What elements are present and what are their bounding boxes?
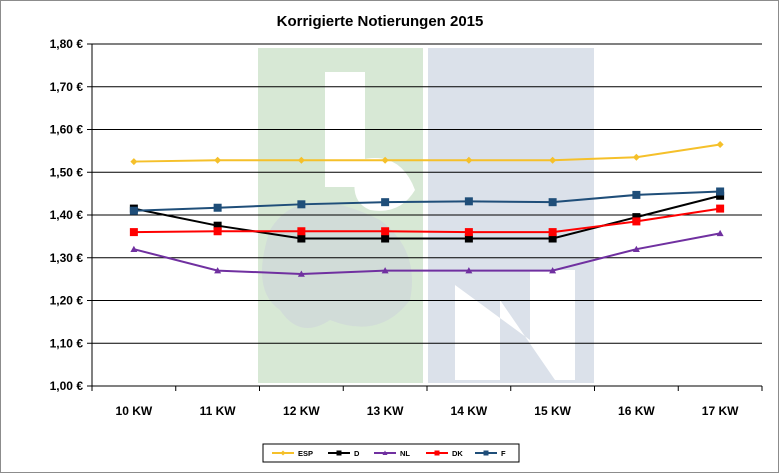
data-point <box>213 203 222 212</box>
data-point <box>130 158 138 166</box>
y-tick-label: 1,80 € <box>50 37 84 51</box>
y-tick-label: 1,60 € <box>50 123 84 137</box>
x-tick-label: 12 KW <box>283 404 320 418</box>
data-point <box>213 227 222 236</box>
legend-label: NL <box>400 449 410 458</box>
data-point <box>464 234 473 243</box>
series-line <box>133 194 721 240</box>
series-f <box>129 187 725 215</box>
data-point <box>716 140 724 148</box>
data-point <box>716 204 725 213</box>
data-point <box>297 227 306 236</box>
data-point <box>632 190 641 199</box>
data-point <box>297 270 305 277</box>
x-axis-tick-labels: 10 KW 11 KW 12 KW 13 KW 14 KW 15 KW 16 KW 17 KW <box>116 404 740 418</box>
data-point <box>632 245 640 252</box>
data-point <box>129 206 138 215</box>
legend-marker <box>434 450 440 456</box>
y-tick-label: 1,50 € <box>50 165 84 179</box>
legend-label: DK <box>452 449 463 458</box>
data-point <box>632 213 641 222</box>
data-point <box>465 156 473 164</box>
y-tick-label: 1,20 € <box>50 294 84 308</box>
data-point <box>716 187 725 196</box>
y-tick-label: 1,30 € <box>50 251 84 265</box>
data-point <box>214 156 222 164</box>
series-line <box>133 190 721 212</box>
data-point <box>548 228 557 237</box>
data-point <box>213 221 222 230</box>
series-d <box>129 191 725 243</box>
series-dk <box>129 204 725 237</box>
legend-marker <box>280 450 286 456</box>
y-axis-tick-labels: 1,00 € 1,10 € 1,20 € 1,30 € 1,40 € 1,50 € 1,60… <box>50 37 84 393</box>
data-point <box>381 267 389 274</box>
data-point <box>297 234 306 243</box>
y-tick-label: 1,00 € <box>50 379 84 393</box>
series-line <box>133 232 721 275</box>
axis-layer <box>87 43 763 391</box>
data-point <box>214 267 222 274</box>
legend-item-f: F <box>475 449 506 458</box>
series-line <box>133 143 721 163</box>
legend-marker <box>336 450 342 456</box>
y-tick-label: 1,10 € <box>50 336 84 350</box>
legend-label: F <box>501 449 506 458</box>
x-tick-label: 16 KW <box>618 404 655 418</box>
data-point <box>632 153 640 161</box>
x-tick-label: 10 KW <box>116 404 153 418</box>
data-point <box>716 191 725 200</box>
y-tick-label: 1,40 € <box>50 208 84 222</box>
series-esp <box>130 140 724 166</box>
data-point <box>381 227 390 236</box>
data-point <box>464 197 473 206</box>
data-point <box>548 234 557 243</box>
series-nl <box>130 229 724 277</box>
legend-label: ESP <box>298 449 313 458</box>
x-tick-label: 15 KW <box>534 404 571 418</box>
legend-item-esp: ESP <box>272 449 313 458</box>
x-tick-label: 11 KW <box>200 404 237 418</box>
x-tick-label: 13 KW <box>367 404 404 418</box>
legend: ESP D NL DK F <box>262 443 520 463</box>
y-tick-label: 1,70 € <box>50 80 84 94</box>
legend-marker <box>382 450 388 455</box>
x-tick-label: 14 KW <box>451 404 488 418</box>
legend-item-nl: NL <box>374 449 410 458</box>
legend-item-dk: DK <box>426 449 463 458</box>
data-point <box>130 245 138 252</box>
data-point <box>297 156 305 164</box>
data-point <box>716 229 724 237</box>
data-point <box>465 267 473 274</box>
chart-title: Korrigierte Notierungen 2015 <box>277 13 484 30</box>
legend-label: D <box>354 449 360 458</box>
data-point <box>381 198 390 207</box>
data-point <box>464 228 473 237</box>
series-layer <box>129 140 725 277</box>
series-line <box>133 207 721 234</box>
data-point <box>297 200 306 209</box>
legend-item-d: D <box>328 449 360 458</box>
data-point <box>381 156 389 164</box>
data-point <box>381 234 390 243</box>
x-tick-label: 17 KW <box>702 404 739 418</box>
data-point <box>129 228 138 237</box>
data-point <box>549 156 557 164</box>
data-point <box>549 267 557 274</box>
data-point <box>632 217 641 226</box>
data-point <box>548 198 557 207</box>
legend-marker <box>483 450 489 456</box>
